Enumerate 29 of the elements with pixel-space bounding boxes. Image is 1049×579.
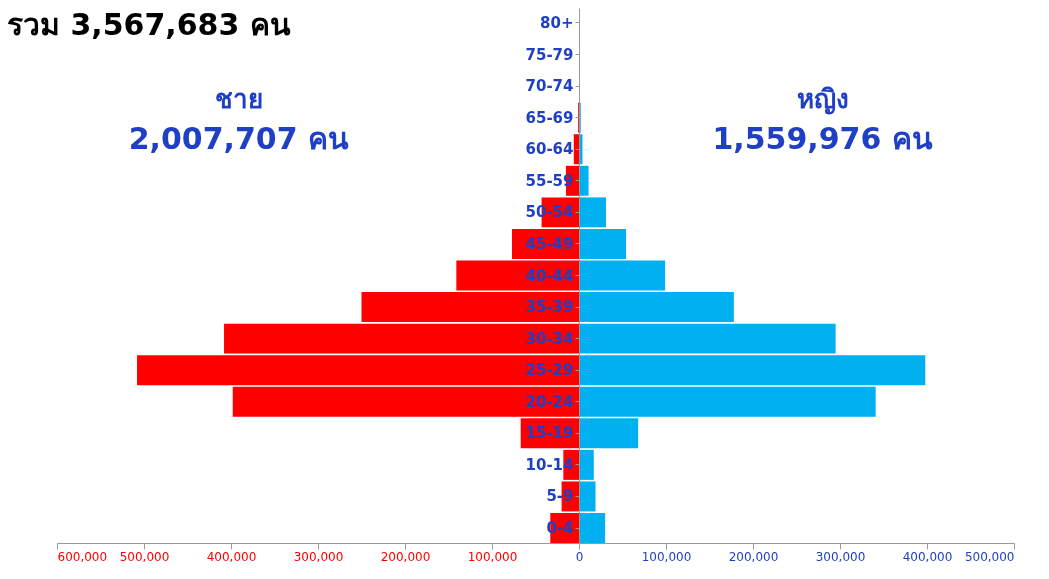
x-tick-label: 200,000 (380, 549, 431, 564)
y-tick-label: 80+ (540, 13, 574, 32)
annotation: 1,559,976 คน (712, 121, 933, 156)
x-tick-label: 300,000 (293, 549, 344, 564)
y-tick-label: 70-74 (525, 77, 574, 96)
chart-title: รวม 3,567,683 คน (7, 7, 291, 42)
annotation: หญิง (796, 84, 849, 115)
y-tick-label: 20-24 (525, 392, 574, 411)
x-tick-label: 100,000 (641, 549, 692, 564)
y-tick-label: 60-64 (525, 140, 574, 159)
x-tick-label: 400,000 (206, 549, 257, 564)
x-tick-label: 100,000 (467, 549, 518, 564)
x-tick-label: 300,000 (815, 549, 866, 564)
x-tick-label: 0 (575, 549, 584, 564)
y-tick-label: 75-79 (525, 45, 574, 64)
annotation: ชาย (214, 84, 263, 114)
y-tick-label: 25-29 (525, 361, 574, 380)
y-tick-label: 40-44 (525, 266, 574, 285)
y-tick-label: 45-49 (525, 234, 574, 253)
y-tick-label: 35-39 (525, 298, 574, 317)
x-tick-label: 400,000 (902, 549, 953, 564)
x-tick-label: 500,000 (119, 549, 170, 564)
x-tick-label: 600,000 (57, 549, 108, 564)
x-tick-label: 200,000 (728, 549, 779, 564)
y-tick-label: 30-34 (525, 329, 574, 348)
annotation: 2,007,707 คน (128, 121, 350, 156)
x-tick-label: 500,000 (964, 549, 1015, 564)
y-tick-label: 65-69 (525, 108, 574, 127)
y-tick-label: 15-19 (525, 424, 574, 443)
